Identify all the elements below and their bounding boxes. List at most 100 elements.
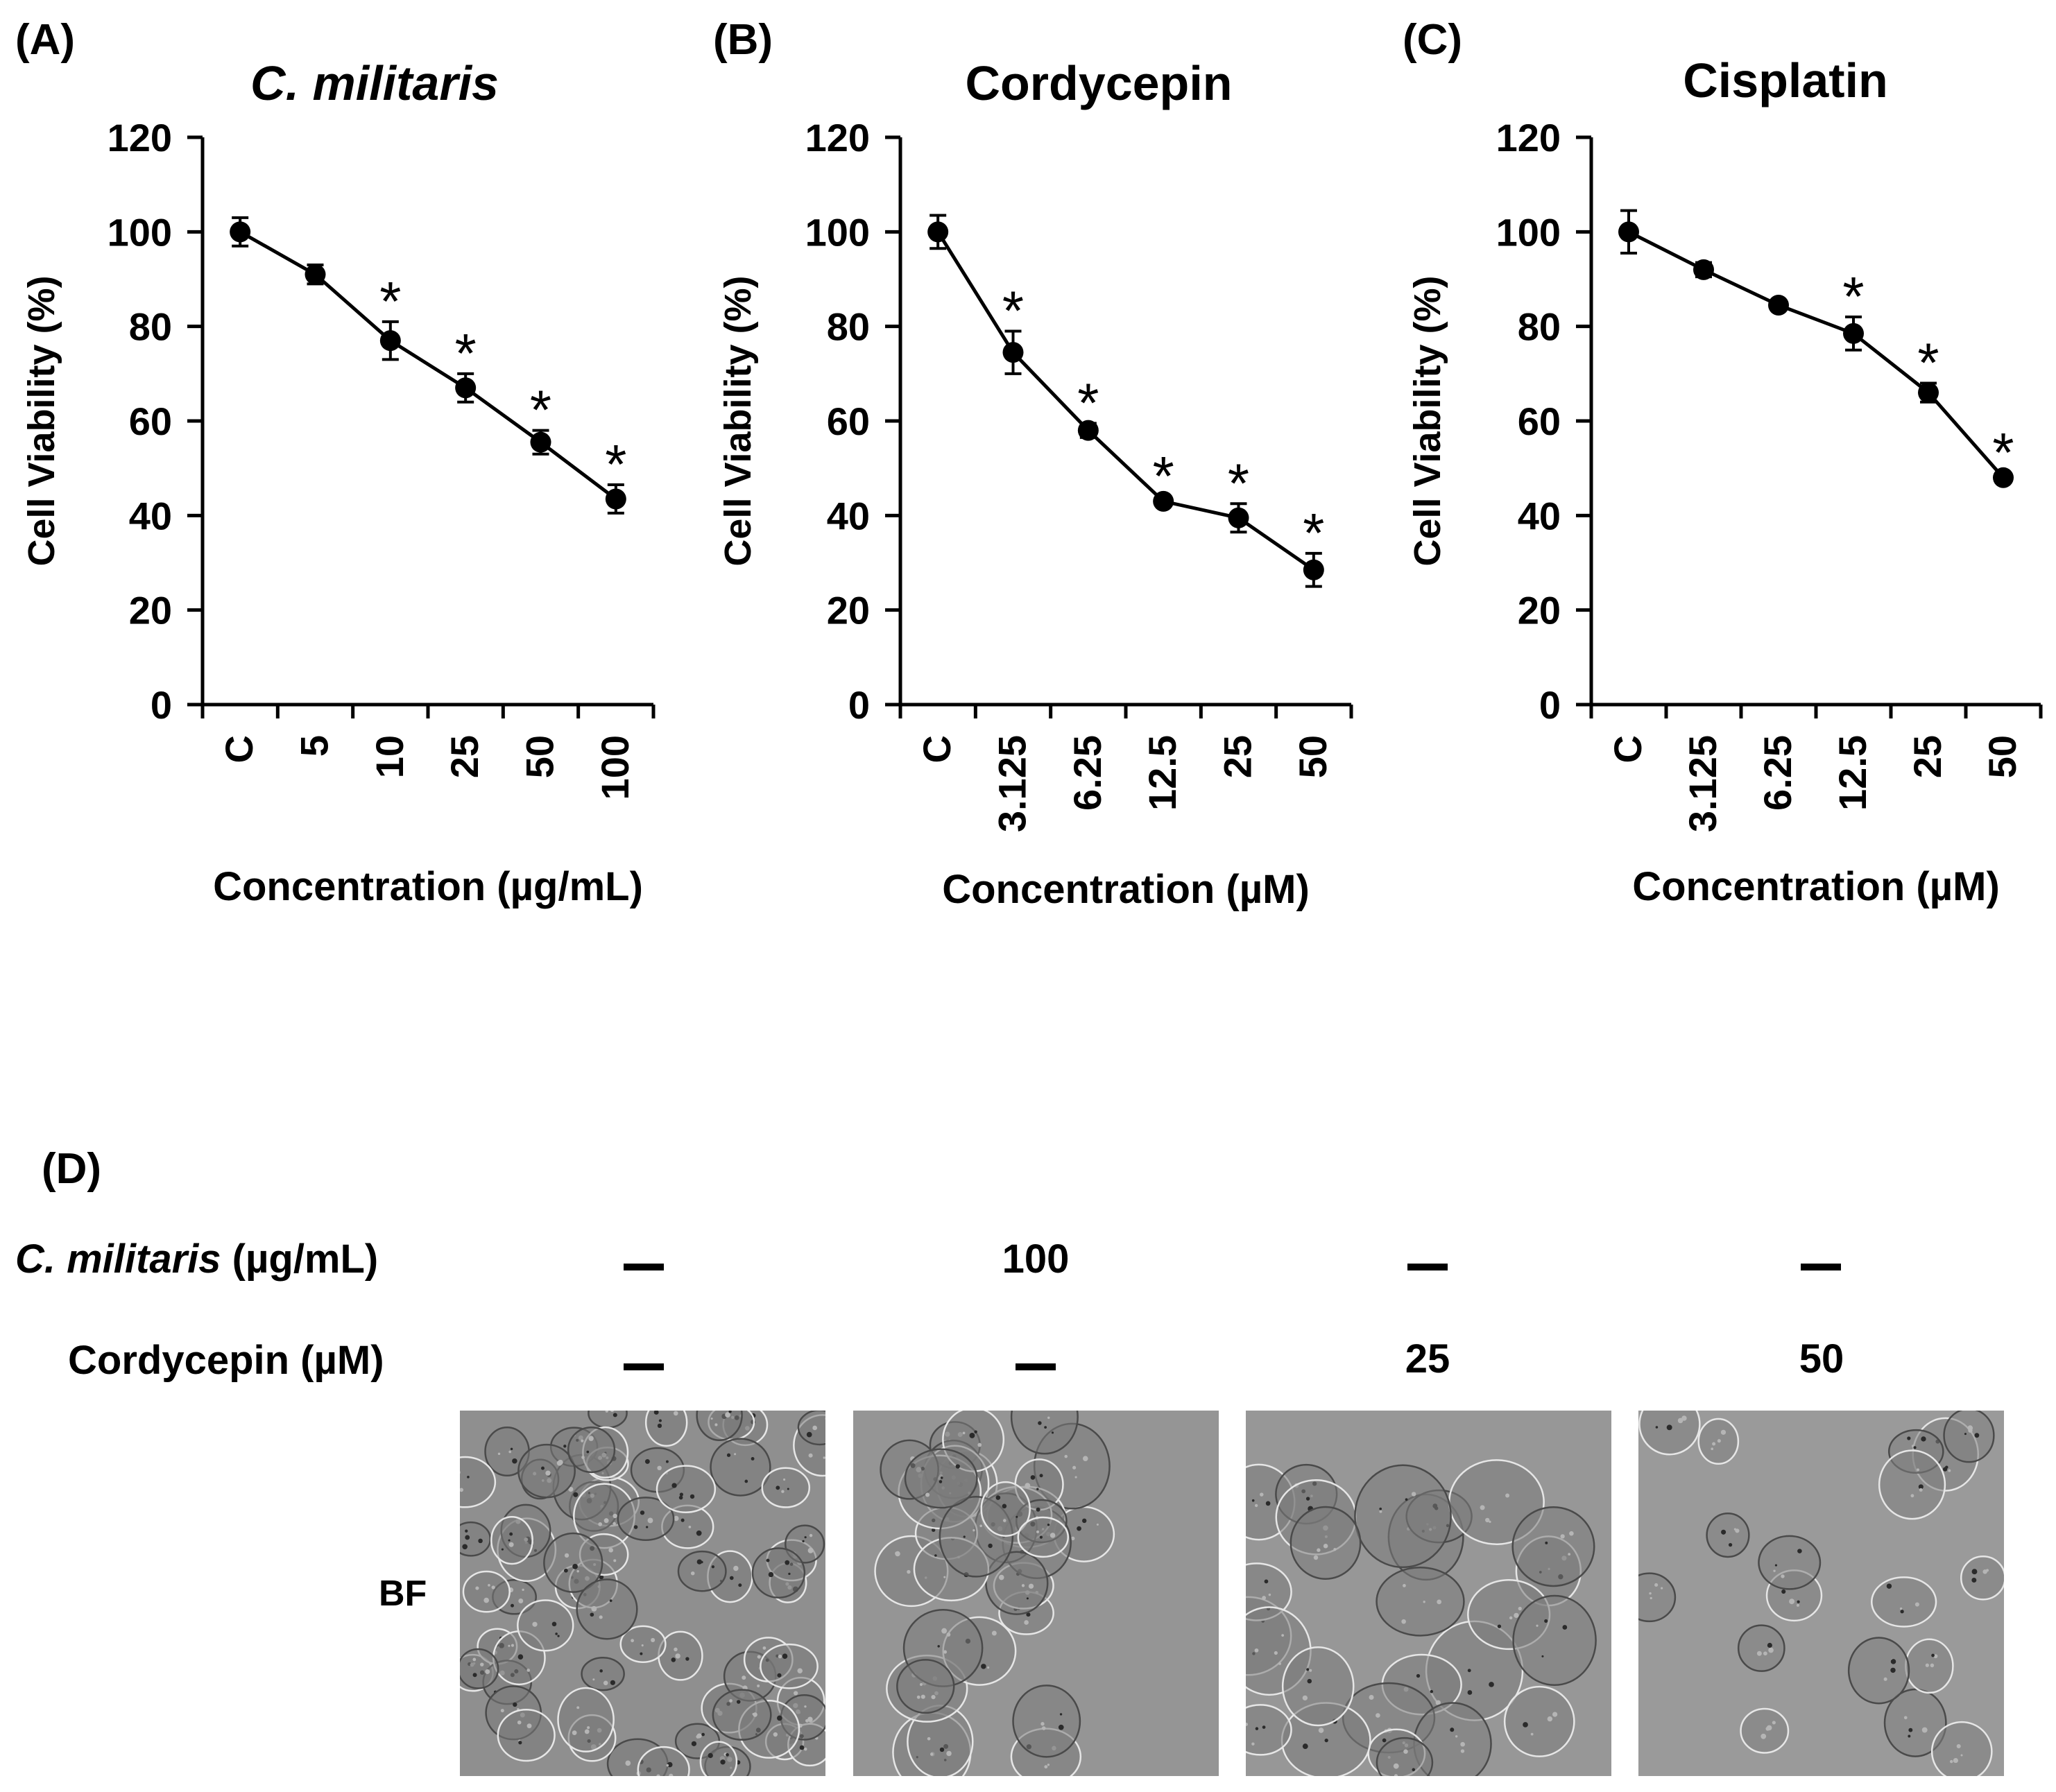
y-tick-label-0-80: 80 <box>129 305 172 349</box>
cell-granule <box>1773 1569 1776 1572</box>
cell-granule <box>564 1568 568 1573</box>
row-label-text: Cordycepin (µM) <box>68 1338 384 1383</box>
cell <box>644 1411 688 1447</box>
cell-granule <box>1560 1534 1565 1539</box>
cell-granule <box>797 1668 803 1673</box>
cell <box>1905 1638 1954 1694</box>
x-tick-label-2-2: 6.25 <box>1756 735 1799 811</box>
significance-star-2-4: * <box>1917 331 1939 393</box>
cell-granule <box>1302 1695 1308 1701</box>
cell-granule <box>1251 1742 1255 1746</box>
cell-granule <box>799 1745 805 1750</box>
cell-granule <box>674 1647 678 1652</box>
cell-granule <box>1883 1677 1887 1681</box>
cell-granule <box>1254 1504 1258 1508</box>
data-point-1-5 <box>1303 559 1324 580</box>
cell-granule <box>465 1535 470 1540</box>
cell-granule <box>1081 1518 1087 1524</box>
cell-granule <box>669 1773 674 1776</box>
x-tick-label-2-5: 50 <box>1980 735 2024 778</box>
cell-granule <box>1949 1759 1953 1764</box>
cell-granule <box>1379 1507 1382 1510</box>
cell-granule <box>678 1495 683 1500</box>
cell-granule <box>522 1588 524 1592</box>
cell-granule <box>1921 1436 1926 1442</box>
cell-granule <box>1797 1600 1800 1603</box>
cell <box>797 1411 825 1446</box>
data-point-2-0 <box>1618 221 1639 243</box>
cell-granule <box>1903 1716 1908 1720</box>
micrograph-cordycepin-25 <box>1246 1411 1611 1776</box>
cell-granule <box>1024 1620 1029 1625</box>
cell-granule <box>725 1412 730 1418</box>
cell-granule <box>1907 1436 1911 1440</box>
cell-granule <box>979 1524 982 1528</box>
cell <box>760 1643 819 1689</box>
cell-granule <box>675 1653 680 1659</box>
cell <box>617 1497 675 1542</box>
significance-star-1-2: * <box>1077 372 1099 433</box>
y-tick-label-2-20: 20 <box>1518 589 1561 632</box>
cell-granule <box>1919 1488 1923 1492</box>
cell-granule <box>591 1605 597 1612</box>
cell <box>751 1547 806 1599</box>
row-label-italic: C. militaris <box>15 1237 221 1282</box>
series-line-1 <box>936 231 1315 571</box>
x-tick-label-2-4: 25 <box>1905 735 1949 778</box>
cell <box>656 1465 717 1513</box>
cell-granule <box>1044 1426 1047 1429</box>
cell-granule <box>599 1615 603 1619</box>
cell-granule <box>1485 1517 1490 1523</box>
cell-granule <box>1948 1469 1951 1472</box>
cell-granule <box>1255 1727 1259 1730</box>
cell-granule <box>518 1599 524 1603</box>
cell-granule <box>1260 1492 1264 1497</box>
cell-granule <box>1382 1738 1387 1743</box>
cell-granule <box>1971 1578 1977 1583</box>
cell-granule <box>1379 1510 1382 1513</box>
x-tick-label-1-2: 6.25 <box>1065 735 1109 811</box>
cell-granule <box>940 1476 943 1479</box>
cell <box>557 1687 615 1752</box>
data-point-1-3 <box>1153 490 1174 512</box>
cell-granule <box>1072 1465 1077 1470</box>
y-tick-label-1-20: 20 <box>827 589 870 632</box>
cell-granule <box>937 1645 940 1648</box>
cell-granule <box>1530 1732 1534 1736</box>
cell-granule <box>1077 1526 1081 1531</box>
cell-granule <box>1497 1624 1502 1628</box>
condition-dash-r1-c1 <box>624 1264 664 1270</box>
cell <box>637 1746 690 1776</box>
cell-granule <box>946 1750 952 1757</box>
cell-granule <box>563 1445 567 1448</box>
cell-granule <box>680 1518 685 1522</box>
significance-star-1-5: * <box>1303 502 1324 564</box>
cell-granule <box>640 1510 645 1515</box>
data-point-1-4 <box>1228 507 1249 528</box>
cell-granule <box>744 1479 748 1483</box>
cell-granule <box>714 1423 718 1427</box>
cell-granule <box>943 1650 948 1654</box>
data-point-2-1 <box>1693 259 1714 280</box>
cell <box>1017 1516 1069 1558</box>
cell-granule <box>1650 1596 1652 1600</box>
cell-granule <box>1666 1424 1672 1431</box>
cell-granule <box>1460 1749 1465 1753</box>
data-point-0-4 <box>530 431 551 453</box>
cell <box>460 1648 499 1689</box>
cell-granule <box>1047 1764 1050 1766</box>
cell-granule <box>1026 1612 1031 1617</box>
cell-granule <box>1974 1433 1980 1438</box>
y-axis-label-1: Cell Viability (%) <box>717 275 759 566</box>
chart-title-a: C. militaris <box>250 56 499 110</box>
x-axis-label-0: Concentration (µg/mL) <box>213 864 643 909</box>
cell <box>1354 1464 1452 1569</box>
chart-title-b: Cordycepin <box>965 56 1233 110</box>
y-tick-label-2-80: 80 <box>1518 305 1561 349</box>
row-label-cordycepin: Cordycepin (µM) <box>68 1337 384 1384</box>
cell-granule <box>823 1456 825 1459</box>
cell-granule <box>991 1630 997 1636</box>
cell-granule <box>588 1436 594 1441</box>
cell-granule <box>919 1682 923 1687</box>
cell-granule <box>1908 1734 1911 1738</box>
